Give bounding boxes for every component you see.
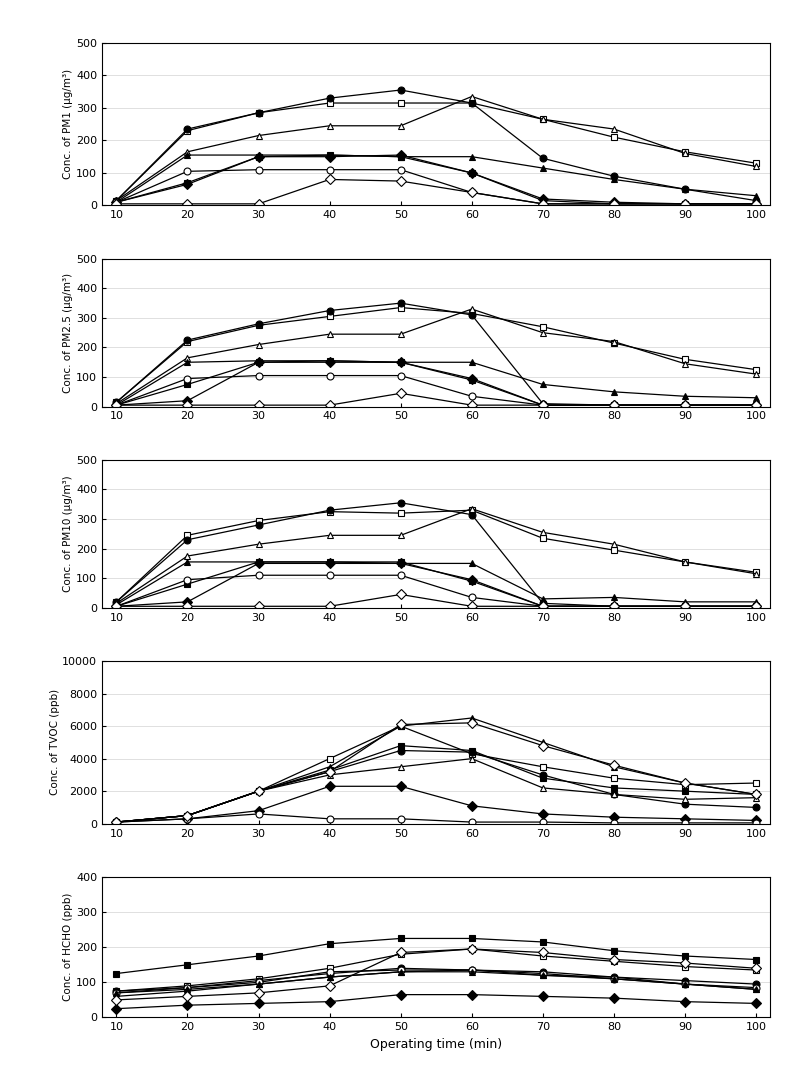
Y-axis label: Conc. of PM2.5 (μg/m³): Conc. of PM2.5 (μg/m³) bbox=[64, 273, 73, 393]
Y-axis label: Conc. of PM10 (μg/m³): Conc. of PM10 (μg/m³) bbox=[64, 476, 73, 592]
Y-axis label: Conc. of HCHO (ppb): Conc. of HCHO (ppb) bbox=[64, 893, 73, 1001]
Y-axis label: Conc. of PM1 (μg/m³): Conc. of PM1 (μg/m³) bbox=[64, 70, 73, 179]
X-axis label: Operating time (min): Operating time (min) bbox=[370, 1038, 502, 1051]
Y-axis label: Conc. of TVOC (ppb): Conc. of TVOC (ppb) bbox=[50, 690, 60, 796]
